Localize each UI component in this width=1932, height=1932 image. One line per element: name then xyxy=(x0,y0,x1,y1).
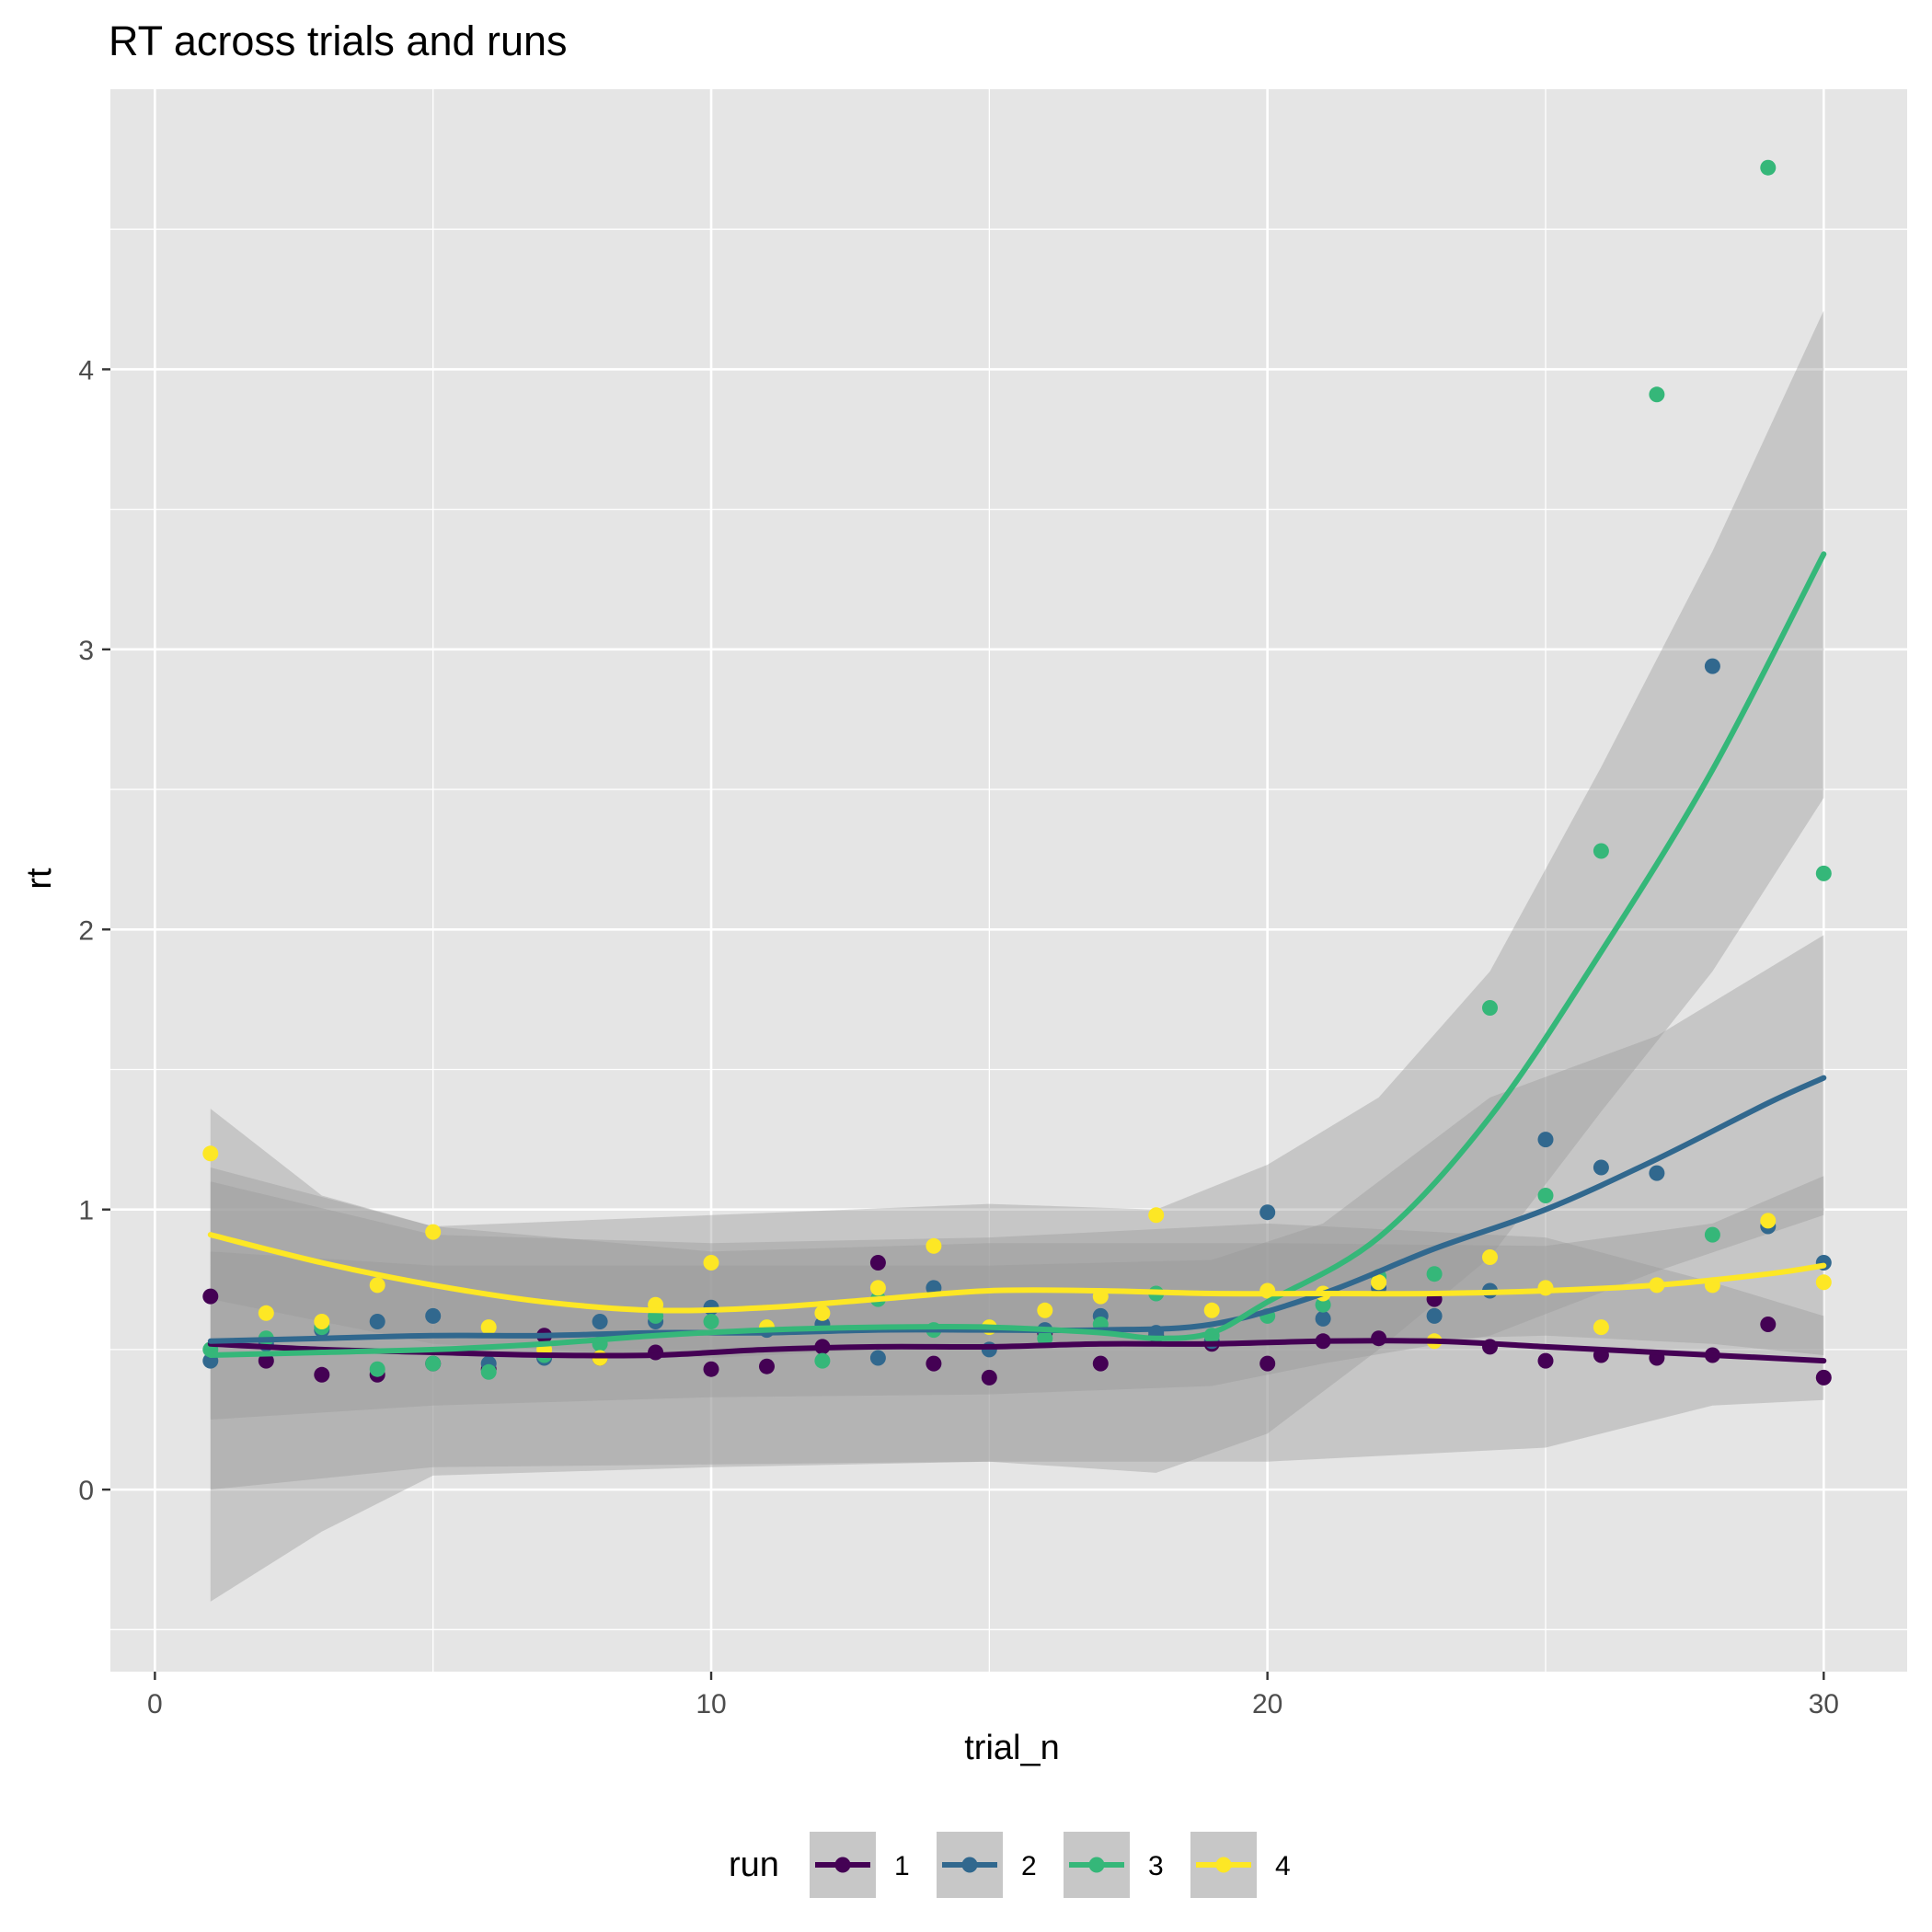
legend-item-run-3: 3 xyxy=(1064,1832,1164,1898)
data-point-run-2 xyxy=(1593,1159,1609,1176)
data-point-run-4 xyxy=(480,1319,497,1336)
data-point-run-3 xyxy=(1037,1330,1053,1347)
data-point-run-4 xyxy=(869,1280,886,1296)
plot-panel xyxy=(110,89,1907,1672)
data-point-run-1 xyxy=(759,1358,775,1374)
x-tick-label: 10 xyxy=(696,1689,726,1719)
legend-label: 2 xyxy=(1021,1851,1037,1881)
data-point-run-2 xyxy=(369,1314,385,1329)
data-point-run-1 xyxy=(703,1361,719,1377)
grid xyxy=(110,89,1907,1672)
data-point-run-3 xyxy=(703,1314,719,1329)
x-tick-label: 30 xyxy=(1809,1689,1839,1719)
y-tick-label: 3 xyxy=(78,636,94,666)
legend-item-run-1: 1 xyxy=(810,1832,910,1898)
data-point-run-1 xyxy=(981,1369,997,1386)
data-point-run-2 xyxy=(592,1314,608,1329)
data-point-run-4 xyxy=(1815,1274,1832,1291)
legend: run 1 2 3 4 xyxy=(729,1832,1291,1898)
data-point-run-4 xyxy=(1593,1319,1609,1336)
y-tick-label: 1 xyxy=(78,1196,94,1226)
smooth-lines xyxy=(207,551,1827,1364)
data-point-run-3 xyxy=(1426,1266,1443,1282)
data-point-run-1 xyxy=(1259,1355,1276,1372)
data-point-run-4 xyxy=(1203,1302,1220,1318)
data-point-run-1 xyxy=(258,1352,274,1369)
data-point-run-2 xyxy=(1315,1310,1331,1327)
data-point-run-2 xyxy=(1259,1204,1276,1221)
data-point-run-3 xyxy=(1760,159,1777,176)
data-point-run-2 xyxy=(425,1307,442,1324)
smooth-line-run-4 xyxy=(207,1232,1827,1314)
y-axis-label: rt xyxy=(20,868,59,890)
data-point-run-4 xyxy=(1148,1207,1165,1224)
data-point-run-4 xyxy=(814,1305,831,1321)
legend-key-point xyxy=(961,1857,978,1873)
legend-key-point xyxy=(834,1857,851,1873)
data-point-run-1 xyxy=(1760,1317,1777,1332)
data-point-run-4 xyxy=(926,1237,942,1254)
legend-key-point xyxy=(1215,1857,1232,1873)
confidence-band-run-3 xyxy=(210,310,1824,1602)
confidence-band-run-1 xyxy=(210,1181,1824,1490)
legend-item-run-4: 4 xyxy=(1190,1832,1291,1898)
y-axis-ticks: 0 1 2 3 4 xyxy=(78,355,110,1506)
confidence-band-run-2 xyxy=(210,935,1824,1420)
data-point-run-1 xyxy=(1092,1355,1109,1372)
data-point-run-3 xyxy=(425,1355,442,1372)
smooth-line-run-3 xyxy=(207,551,1827,1358)
data-point-run-2 xyxy=(1537,1132,1554,1148)
data-point-run-3 xyxy=(369,1361,385,1377)
legend-label: 3 xyxy=(1148,1851,1164,1881)
x-tick-label: 20 xyxy=(1252,1689,1282,1719)
data-point-run-1 xyxy=(202,1288,219,1305)
data-point-run-1 xyxy=(1815,1369,1832,1386)
legend-title: run xyxy=(729,1846,779,1884)
data-point-run-3 xyxy=(480,1363,497,1380)
data-point-run-2 xyxy=(1649,1165,1665,1181)
data-point-run-3 xyxy=(1704,1226,1720,1243)
data-point-run-4 xyxy=(369,1277,385,1294)
y-tick-label: 2 xyxy=(78,915,94,946)
data-point-run-3 xyxy=(1537,1188,1554,1203)
data-point-run-4 xyxy=(202,1145,219,1162)
data-point-run-3 xyxy=(1815,865,1832,881)
data-point-run-2 xyxy=(1704,658,1720,674)
smooth-line-run-1 xyxy=(207,1338,1827,1364)
data-point-run-4 xyxy=(258,1305,274,1321)
data-point-run-4 xyxy=(703,1255,719,1271)
data-point-run-1 xyxy=(926,1355,942,1372)
data-point-run-2 xyxy=(869,1350,886,1366)
data-point-run-2 xyxy=(1426,1307,1443,1324)
data-point-run-4 xyxy=(1037,1302,1053,1318)
x-axis-label: trial_n xyxy=(964,1729,1060,1767)
data-point-run-4 xyxy=(314,1314,330,1329)
legend-key-point xyxy=(1088,1857,1105,1873)
x-tick-label: 0 xyxy=(147,1689,163,1719)
x-axis-ticks: 0 10 20 30 xyxy=(147,1672,1839,1719)
data-point-run-4 xyxy=(1482,1249,1498,1265)
data-point-run-3 xyxy=(814,1352,831,1369)
data-point-run-1 xyxy=(314,1366,330,1383)
legend-label: 4 xyxy=(1275,1851,1291,1881)
data-point-run-3 xyxy=(1649,386,1665,403)
y-tick-label: 4 xyxy=(78,355,94,385)
chart-title: RT across trials and runs xyxy=(109,17,568,64)
data-point-run-3 xyxy=(1482,1000,1498,1016)
data-point-run-3 xyxy=(1593,843,1609,859)
legend-label: 1 xyxy=(894,1851,910,1881)
legend-item-run-2: 2 xyxy=(937,1832,1037,1898)
data-point-run-1 xyxy=(869,1255,886,1271)
y-tick-label: 0 xyxy=(78,1476,94,1506)
data-point-run-3 xyxy=(1315,1296,1331,1313)
data-point-run-4 xyxy=(1760,1213,1777,1229)
data-point-run-1 xyxy=(1537,1352,1554,1369)
data-point-run-4 xyxy=(425,1224,442,1240)
data-point-run-4 xyxy=(1371,1274,1387,1291)
